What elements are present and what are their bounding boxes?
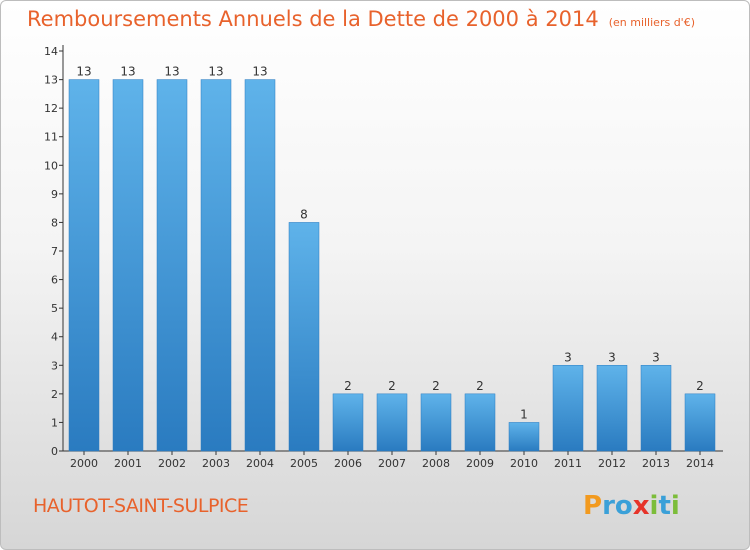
y-tick-label: 8 bbox=[51, 216, 58, 229]
bar bbox=[68, 79, 100, 452]
bar bbox=[684, 393, 716, 452]
y-tick-label: 5 bbox=[51, 302, 58, 315]
bar-value-label: 2 bbox=[476, 379, 484, 393]
labels: 1320001320011320021320031320048200522006… bbox=[70, 65, 714, 470]
x-tick-label: 2003 bbox=[202, 457, 230, 470]
bar-value-label: 2 bbox=[432, 379, 440, 393]
x-tick-label: 2002 bbox=[158, 457, 186, 470]
x-tick-label: 2012 bbox=[598, 457, 626, 470]
y-tick-label: 6 bbox=[51, 274, 58, 287]
x-tick-label: 2008 bbox=[422, 457, 450, 470]
bar bbox=[112, 79, 144, 452]
bar bbox=[464, 393, 496, 452]
bar bbox=[200, 79, 232, 452]
x-tick-label: 2004 bbox=[246, 457, 274, 470]
chart-title: Remboursements Annuels de la Dette de 20… bbox=[27, 7, 695, 31]
bar-value-label: 1 bbox=[520, 407, 528, 421]
y-tick-label: 3 bbox=[51, 359, 58, 372]
y-tick-label: 11 bbox=[44, 131, 58, 144]
y-tick-label: 12 bbox=[44, 102, 58, 115]
x-tick-label: 2011 bbox=[554, 457, 582, 470]
x-tick-label: 2000 bbox=[70, 457, 98, 470]
bar-value-label: 13 bbox=[120, 65, 135, 79]
logo-letter: P bbox=[583, 491, 603, 521]
y-tick-label: 10 bbox=[44, 159, 58, 172]
bar-value-label: 2 bbox=[344, 379, 352, 393]
bar-value-label: 3 bbox=[652, 350, 660, 364]
y-tick-label: 14 bbox=[44, 45, 58, 58]
bar bbox=[420, 393, 452, 452]
bar-value-label: 13 bbox=[76, 65, 91, 79]
bar-value-label: 2 bbox=[388, 379, 396, 393]
commune-name: HAUTOT-SAINT-SULPICE bbox=[33, 495, 249, 517]
x-tick-label: 2010 bbox=[510, 457, 538, 470]
bar bbox=[376, 393, 408, 452]
bar-value-label: 3 bbox=[564, 350, 572, 364]
y-tick-label: 0 bbox=[51, 445, 58, 458]
x-tick-label: 2001 bbox=[114, 457, 142, 470]
y-tick-label: 13 bbox=[44, 74, 58, 87]
x-tick-label: 2013 bbox=[642, 457, 670, 470]
x-tick-label: 2007 bbox=[378, 457, 406, 470]
bar bbox=[288, 222, 320, 452]
logo-letter: t bbox=[658, 491, 671, 521]
x-tick-label: 2005 bbox=[290, 457, 318, 470]
logo-letter: o bbox=[614, 491, 633, 521]
bar-value-label: 13 bbox=[208, 65, 223, 79]
bar bbox=[640, 365, 672, 452]
bar-value-label: 3 bbox=[608, 350, 616, 364]
logo-letter: i bbox=[670, 491, 680, 521]
logo-letter: i bbox=[649, 491, 659, 521]
bar-value-label: 2 bbox=[696, 379, 704, 393]
y-tick-label: 7 bbox=[51, 245, 58, 258]
bar bbox=[156, 79, 188, 452]
chart-title-text: Remboursements Annuels de la Dette de 20… bbox=[27, 7, 599, 31]
proxiti-logo[interactable]: Proxiti bbox=[583, 491, 680, 521]
x-tick-label: 2009 bbox=[466, 457, 494, 470]
logo-letter: x bbox=[632, 491, 650, 521]
chart-unit-label: (en milliers d'€) bbox=[608, 16, 695, 29]
x-tick-label: 2006 bbox=[334, 457, 362, 470]
x-tick-label: 2014 bbox=[686, 457, 714, 470]
bar bbox=[552, 365, 584, 452]
bar-value-label: 13 bbox=[252, 65, 267, 79]
bar bbox=[508, 422, 540, 452]
y-tick-label: 9 bbox=[51, 188, 58, 201]
bar bbox=[244, 79, 276, 452]
bar-value-label: 8 bbox=[300, 207, 308, 221]
bar-value-label: 13 bbox=[164, 65, 179, 79]
y-tick-label: 1 bbox=[51, 416, 58, 429]
bars bbox=[68, 79, 716, 452]
bar bbox=[332, 393, 364, 452]
y-tick-label: 2 bbox=[51, 388, 58, 401]
logo-letter: r bbox=[602, 491, 615, 521]
y-tick-label: 4 bbox=[51, 331, 58, 344]
bar bbox=[596, 365, 628, 452]
